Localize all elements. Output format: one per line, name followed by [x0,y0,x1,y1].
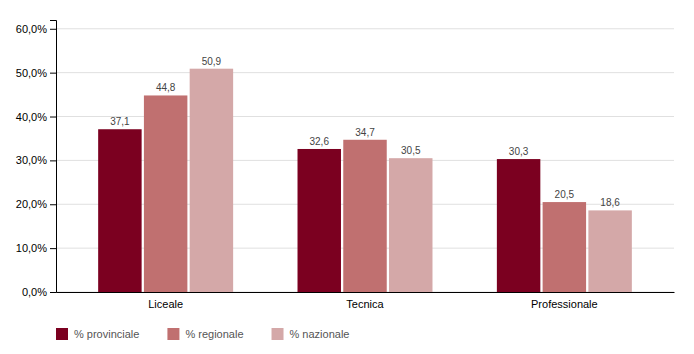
y-tick-label: 40,0% [16,111,47,123]
bar-series [190,69,632,292]
x-tick: Tecnica [346,298,384,310]
bar [144,95,187,292]
y-tick: 20,0% [16,198,56,210]
y-tick-label: 30,0% [16,154,47,166]
bar [389,158,432,292]
data-label: 34,7 [355,127,375,138]
x-tick-label: Liceale [148,298,183,310]
legend-item: % regionale [167,328,243,340]
y-axis-line [50,21,57,293]
y-tick: 30,0% [16,154,56,166]
chart-svg: 37,1 32,6 30,3 44,8 34,7 20,5 50,9 30,5 18,6 0,0%… [0,0,694,354]
y-tick-label: 10,0% [16,242,47,254]
bar [190,69,233,292]
data-label: 30,5 [401,145,421,156]
bars [98,69,632,292]
y-tick: 50,0% [16,67,56,79]
data-label: 50,9 [202,56,222,67]
legend-swatch [167,328,179,340]
bar [588,210,631,292]
y-tick-mark [50,204,56,205]
x-tick-label: Professionale [531,298,598,310]
y-tick: 60,0% [16,23,56,35]
legend-item: % provinciale [56,328,139,340]
data-label: 30,3 [509,146,529,157]
data-label: 18,6 [600,197,620,208]
y-tick-label: 20,0% [16,198,47,210]
y-axis: 0,0% 10,0% 20,0% 30,0% 40,0% 50,0% 60,0% [16,21,57,299]
plot: 37,1 32,6 30,3 44,8 34,7 20,5 50,9 30,5 18,6 0,0%… [16,21,675,310]
bar [298,149,341,292]
data-label: 37,1 [110,116,130,127]
data-label: 44,8 [156,82,176,93]
grid-line [56,28,674,29]
data-labels: 37,1 32,6 30,3 44,8 34,7 20,5 50,9 30,5 18,6 [110,56,620,209]
x-tick-label: Tecnica [346,298,384,310]
bar [98,129,141,292]
x-tick: Professionale [531,298,598,310]
legend: % provinciale % regionale % nazionale [56,328,349,340]
y-tick-mark [50,29,56,30]
legend-swatch [56,328,68,340]
y-tick: 40,0% [16,111,56,123]
y-tick-mark [50,292,56,293]
x-axis: Liceale Tecnica Professionale [57,293,675,310]
legend-label: % nazionale [290,328,350,340]
grid [56,29,674,292]
y-tick: 10,0% [16,242,56,254]
bar [497,159,540,292]
data-label: 20,5 [555,189,575,200]
y-tick-label: 50,0% [16,67,47,79]
y-tick-mark [50,117,56,118]
y-tick: 0,0% [22,286,56,298]
x-axis-line [57,292,675,293]
legend-label: % provinciale [74,328,139,340]
bar [343,140,386,292]
legend-item: % nazionale [272,328,350,340]
y-tick-label: 60,0% [16,23,47,35]
bar [543,202,586,292]
y-tick-mark [50,160,56,161]
legend-label: % regionale [185,328,243,340]
grid-line [56,72,674,73]
legend-swatch [272,328,284,340]
data-label: 32,6 [310,136,330,147]
x-tick: Liceale [148,298,183,310]
y-tick-mark [50,73,56,74]
y-tick-mark [50,248,56,249]
y-tick-label: 0,0% [22,286,47,298]
